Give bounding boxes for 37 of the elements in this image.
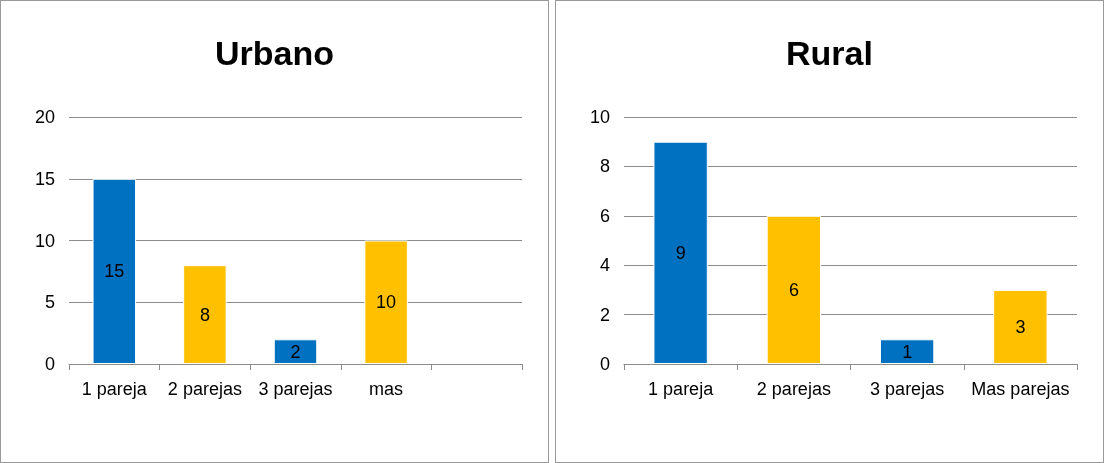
x-tick-label: 3 parejas — [258, 379, 333, 399]
data-label: 3 — [1015, 316, 1026, 337]
data-label: 8 — [199, 304, 210, 325]
x-tick-label: 1 pareja — [81, 379, 148, 399]
x-tick-label: 2 parejas — [756, 379, 831, 399]
x-tick-label: 3 parejas — [870, 379, 945, 399]
y-tick-label: 10 — [589, 107, 610, 127]
y-tick-label: 0 — [599, 354, 610, 374]
chart-title: Rural — [786, 34, 873, 72]
data-label: 9 — [675, 242, 686, 263]
bar — [766, 215, 822, 364]
bar — [92, 178, 137, 364]
bar — [993, 289, 1048, 364]
bar — [653, 141, 708, 364]
y-tick-label: 15 — [34, 168, 55, 189]
x-tick-label: Mas parejas — [971, 379, 1070, 399]
y-tick-label: 8 — [599, 156, 610, 177]
x-tick-label: 1 pareja — [648, 379, 715, 399]
data-label: 15 — [104, 261, 125, 282]
x-tick-label: 2 parejas — [167, 379, 242, 399]
bar — [273, 339, 318, 364]
x-tick-label: mas — [369, 379, 404, 399]
bar — [879, 339, 935, 364]
data-label: 2 — [290, 341, 301, 362]
bar — [364, 240, 408, 364]
y-tick-label: 10 — [34, 230, 55, 251]
data-label: 10 — [376, 292, 397, 313]
y-tick-label: 5 — [44, 292, 55, 313]
data-label: 1 — [902, 341, 913, 362]
y-tick-label: 4 — [599, 255, 610, 276]
y-tick-label: 2 — [599, 304, 610, 325]
data-label: 6 — [788, 279, 799, 300]
y-tick-label: 20 — [34, 107, 55, 127]
chart-title: Urbano — [215, 34, 334, 72]
y-tick-label: 6 — [599, 205, 610, 226]
y-tick-label: 0 — [44, 354, 55, 374]
bar — [183, 265, 227, 364]
